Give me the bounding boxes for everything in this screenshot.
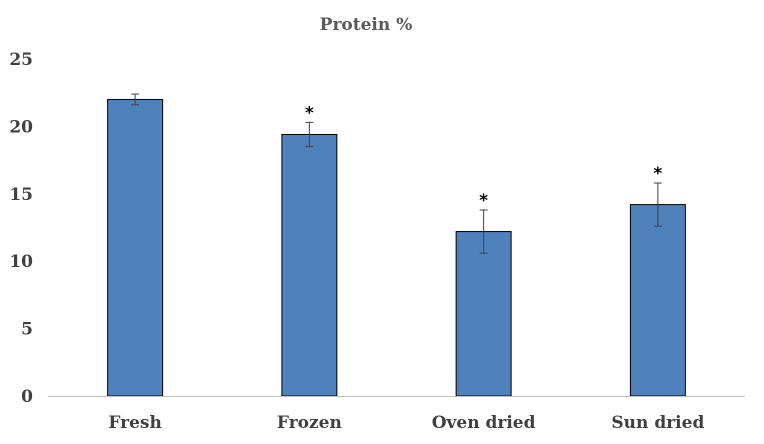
significance-markers: * * *	[305, 103, 663, 211]
error-bar	[479, 209, 488, 254]
significance-marker: *	[305, 103, 314, 123]
error-bar	[131, 93, 140, 106]
bar	[455, 231, 512, 397]
y-axis: 0 5 10 15 20 25	[9, 50, 33, 407]
x-tick-label: Sun dried	[611, 413, 704, 433]
bar	[107, 98, 164, 397]
error-bar	[653, 182, 662, 227]
y-tick-label: 5	[21, 320, 33, 340]
x-tick-label: Fresh	[108, 413, 161, 433]
y-tick-label: 25	[9, 50, 33, 70]
bar	[281, 133, 338, 397]
significance-marker: *	[653, 164, 662, 184]
significance-marker: *	[479, 191, 488, 211]
chart-title: Protein %	[320, 15, 413, 35]
y-tick-label: 0	[21, 387, 33, 407]
y-tick-label: 10	[9, 252, 33, 272]
x-tick-label: Oven dried	[432, 413, 536, 433]
x-tick-label: Frozen	[277, 413, 342, 433]
bar	[629, 204, 686, 397]
bars-group	[107, 98, 686, 397]
x-axis: Fresh Frozen Oven dried Sun dried	[108, 413, 704, 433]
y-tick-label: 20	[9, 117, 33, 137]
y-tick-label: 15	[9, 185, 33, 205]
error-bars-group	[131, 93, 662, 254]
error-bar	[305, 121, 314, 148]
